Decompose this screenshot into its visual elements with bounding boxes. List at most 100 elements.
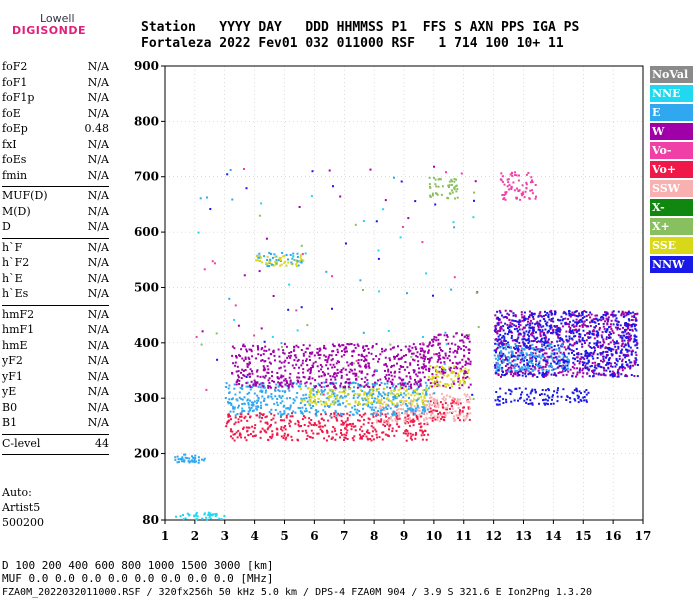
data-point	[399, 401, 402, 404]
data-point	[374, 406, 377, 409]
data-point	[417, 360, 420, 363]
data-point	[293, 349, 295, 352]
data-point	[326, 361, 329, 364]
data-point	[453, 187, 456, 190]
data-point	[585, 325, 588, 328]
param-separator	[2, 186, 109, 187]
data-point	[249, 407, 252, 410]
data-point	[421, 400, 424, 403]
data-point	[370, 388, 373, 391]
data-point	[450, 189, 453, 192]
data-point	[247, 402, 250, 404]
data-point	[593, 337, 596, 340]
data-point	[294, 411, 297, 414]
data-point	[419, 426, 422, 429]
data-point	[507, 327, 509, 329]
data-point	[597, 331, 600, 334]
data-point	[407, 388, 410, 391]
data-point	[575, 331, 578, 334]
data-point	[240, 371, 242, 374]
data-point	[449, 359, 451, 362]
data-point	[366, 382, 369, 385]
data-point	[289, 380, 292, 383]
data-point	[523, 334, 526, 337]
data-point	[631, 350, 634, 353]
data-point	[629, 361, 632, 364]
data-point	[276, 376, 279, 379]
data-point	[556, 352, 559, 355]
data-point	[386, 408, 389, 410]
data-point	[435, 399, 438, 402]
data-point	[428, 359, 431, 362]
data-point	[431, 375, 434, 377]
data-point	[353, 386, 355, 389]
data-point	[500, 350, 502, 353]
data-point	[378, 290, 381, 293]
data-point	[281, 252, 284, 254]
data-point	[230, 398, 233, 401]
data-point	[608, 347, 611, 349]
data-point	[542, 355, 545, 358]
data-point	[529, 392, 532, 395]
data-point	[630, 337, 633, 340]
data-point	[547, 389, 550, 392]
data-point	[433, 165, 435, 168]
data-point	[351, 363, 353, 366]
data-point	[354, 401, 357, 404]
data-point	[505, 316, 508, 318]
data-point	[464, 372, 467, 374]
data-point	[494, 338, 497, 341]
data-point	[457, 374, 460, 377]
data-point	[187, 460, 190, 463]
data-point	[248, 406, 251, 409]
data-point	[333, 372, 336, 375]
data-point	[288, 376, 291, 379]
data-point	[244, 436, 247, 439]
data-point	[607, 343, 610, 346]
param-value: N/A	[87, 338, 109, 352]
data-point	[416, 355, 419, 358]
data-point	[574, 399, 577, 402]
data-point	[502, 347, 505, 350]
data-point	[557, 334, 560, 337]
data-point	[390, 389, 393, 392]
data-point	[575, 348, 578, 350]
data-point	[458, 361, 461, 364]
data-point	[363, 356, 366, 358]
data-point	[278, 382, 281, 385]
data-point	[191, 459, 194, 462]
data-point	[508, 318, 511, 321]
data-point	[274, 421, 277, 424]
data-point	[615, 342, 618, 345]
data-point	[422, 343, 425, 346]
data-point	[569, 401, 572, 404]
data-point	[526, 346, 528, 349]
data-point	[402, 396, 405, 399]
data-point	[394, 417, 397, 420]
data-point	[431, 338, 434, 341]
data-point	[291, 364, 294, 367]
data-point	[504, 392, 507, 395]
data-point	[513, 399, 516, 402]
data-point	[255, 414, 258, 417]
data-point	[420, 429, 423, 432]
data-point	[580, 353, 583, 356]
data-point	[500, 321, 503, 324]
data-point	[540, 393, 543, 396]
data-point	[316, 365, 319, 368]
data-point	[270, 412, 273, 415]
data-point	[330, 438, 333, 440]
data-point	[392, 410, 395, 413]
data-point	[394, 370, 397, 373]
data-point	[413, 383, 416, 386]
data-point	[596, 342, 598, 345]
data-point	[632, 323, 635, 326]
data-point	[393, 387, 396, 389]
data-point	[543, 375, 546, 377]
data-point	[313, 395, 316, 398]
data-point	[622, 326, 624, 329]
data-point	[511, 339, 514, 342]
data-point	[274, 260, 277, 263]
data-point	[605, 317, 608, 320]
data-point	[369, 388, 372, 391]
